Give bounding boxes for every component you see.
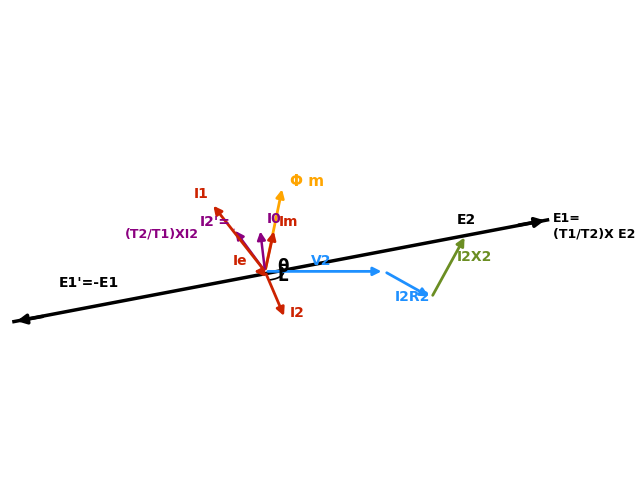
- Text: E1=
(T1/T2)X E2: E1= (T1/T2)X E2: [552, 212, 635, 240]
- Text: I2R2: I2R2: [395, 290, 430, 304]
- Text: I0: I0: [266, 212, 281, 226]
- Text: I1: I1: [194, 187, 209, 201]
- Text: I2: I2: [290, 306, 305, 320]
- Text: I2X2: I2X2: [456, 250, 492, 264]
- Text: Ie: Ie: [232, 253, 247, 268]
- Text: (T2/T1)XI2: (T2/T1)XI2: [125, 227, 199, 240]
- Text: L: L: [277, 267, 288, 285]
- Text: Φ m: Φ m: [290, 174, 324, 189]
- Text: Im: Im: [279, 215, 298, 228]
- Text: V2: V2: [311, 253, 332, 268]
- Text: E2: E2: [456, 214, 476, 228]
- Text: E1'=-E1: E1'=-E1: [59, 276, 120, 290]
- Text: I2'=: I2'=: [200, 215, 230, 228]
- Text: θ: θ: [277, 258, 289, 276]
